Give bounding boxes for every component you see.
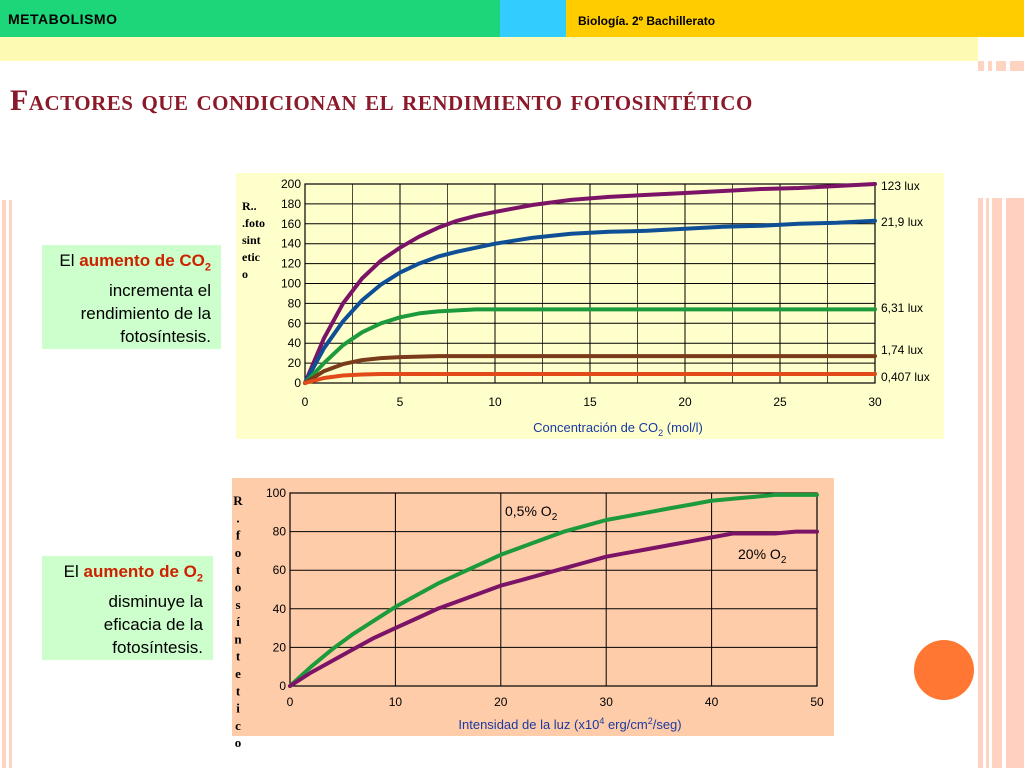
y-axis-label-char: i (236, 701, 240, 716)
y-axis-label-part: R.. (242, 199, 257, 213)
note-co2: El aumento de CO2 incrementa el rendimie… (42, 245, 221, 349)
corner-stripes (978, 61, 1024, 71)
note-o2: El aumento de O2 disminuye la eficacia d… (42, 556, 213, 660)
chart-1: 0 20 40 60 80 100 120 140 160 180 200 0 5 10 15 20 25 30 1… (242, 177, 930, 438)
y-tick-label: 40 (273, 602, 287, 616)
x-axis-label: Concentración de CO2 (mol/l) (533, 420, 703, 438)
y-axis-label-char: í (236, 614, 240, 629)
plot-frame (304, 183, 876, 384)
y-axis-label-part: sint (242, 233, 261, 247)
series-label-1: 21,9 lux (881, 215, 923, 229)
series-label-0: 123 lux (881, 179, 920, 193)
y-axis-label-char: o (235, 735, 242, 750)
series-label-1: 20% O2 (738, 546, 787, 566)
y-axis-label-char: n (234, 631, 242, 646)
x-tick-label: 30 (868, 395, 882, 409)
x-tick-label: 20 (494, 695, 508, 709)
left-side-stripes (2, 200, 12, 768)
x-tick-label: 0 (287, 695, 294, 709)
y-tick-label: 80 (288, 296, 302, 310)
series-label-3: 1,74 lux (881, 343, 923, 357)
y-axis-label-char: o (235, 545, 242, 560)
plot-frame (289, 492, 818, 687)
y-tick-label: 180 (281, 197, 301, 211)
note-co2-text-start: El (59, 251, 80, 270)
x-tick-label: 40 (705, 695, 719, 709)
y-tick-label: 60 (273, 563, 287, 577)
note-o2-highlight: aumento de O2 (83, 562, 203, 585)
x-tick-label: 5 (397, 395, 404, 409)
y-tick-label: 160 (281, 217, 301, 231)
x-tick-label: 25 (773, 395, 787, 409)
series-label-0: 0,5% O2 (505, 503, 558, 523)
y-axis-label-char: R (233, 493, 243, 508)
y-axis-label-char: t (236, 649, 241, 664)
header-bar-green (0, 0, 500, 37)
y-axis-label-char: . (236, 510, 239, 525)
y-axis-label-char: t (236, 562, 241, 577)
series-line-3 (303, 354, 877, 385)
y-axis-label-part: etic (242, 250, 261, 264)
y-tick-label: 60 (288, 316, 302, 330)
y-axis-label-char: s (235, 597, 240, 612)
series-line-2 (303, 307, 877, 385)
note-o2-text-end: disminuye la eficacia de la fotosíntesis… (103, 592, 203, 658)
y-tick-label: 120 (281, 257, 301, 271)
series-label-4: 0,407 lux (881, 370, 930, 384)
y-tick-label: 20 (273, 640, 287, 654)
header-right-title: Biología. 2º Bachillerato (578, 14, 716, 28)
series-line-0 (303, 182, 877, 385)
note-o2-text-start: El (63, 562, 84, 581)
right-side-stripes (978, 198, 1024, 768)
y-axis-label-char: c (235, 718, 241, 733)
y-tick-label: 200 (281, 177, 301, 191)
x-tick-label: 20 (678, 395, 692, 409)
y-tick-label: 80 (273, 525, 287, 539)
y-axis-label-char: o (235, 580, 242, 595)
series-line-1 (288, 529, 819, 688)
y-tick-label: 40 (288, 336, 302, 350)
x-tick-label: 10 (488, 395, 502, 409)
x-tick-label: 50 (810, 695, 824, 709)
y-tick-label: 100 (266, 486, 286, 500)
slide-title: Factores que condicionan el rendimiento … (10, 84, 753, 117)
y-axis-label-char: e (235, 666, 241, 681)
header-band-corner (978, 37, 1024, 61)
x-tick-label: 30 (600, 695, 614, 709)
orange-circle-decoration (914, 640, 974, 700)
header-left-title: METABOLISMO (8, 11, 118, 27)
x-axis-label: Intensidad de la luz (x104 erg/cm2/seg) (458, 716, 681, 732)
series-line-4 (303, 372, 877, 385)
y-tick-label: 100 (281, 277, 301, 291)
y-axis-label-part: o (242, 267, 248, 281)
note-co2-text-end: incrementa el rendimiento de la fotosínt… (80, 281, 211, 347)
x-tick-label: 10 (389, 695, 403, 709)
series-line-0 (288, 492, 819, 688)
x-tick-label: 15 (583, 395, 597, 409)
chart-light-background (232, 478, 834, 736)
header-bar-cyan (500, 0, 566, 37)
y-tick-label: 140 (281, 237, 301, 251)
header-bar-yellow (566, 0, 1024, 37)
y-tick-label: 20 (288, 356, 302, 370)
y-axis-label-part: .foto (242, 216, 265, 230)
note-co2-highlight: aumento de CO2 (79, 251, 211, 274)
series-label-2: 6,31 lux (881, 301, 923, 315)
x-tick-label: 0 (302, 395, 309, 409)
y-tick-label: 0 (294, 376, 301, 390)
y-axis-label-char: t (236, 683, 241, 698)
y-tick-label: 0 (279, 679, 286, 693)
series-line-1 (303, 218, 877, 385)
y-axis-label-char: f (236, 528, 241, 543)
header-band (0, 37, 1024, 61)
